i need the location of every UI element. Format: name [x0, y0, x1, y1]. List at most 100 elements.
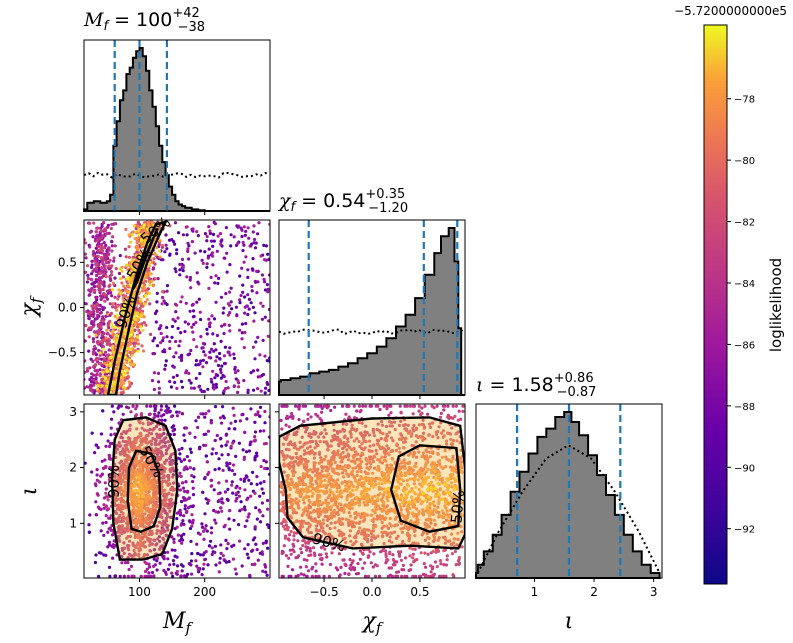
sample-point [197, 385, 201, 389]
sample-point [117, 441, 121, 445]
sample-point [119, 404, 123, 408]
sample-point [156, 451, 160, 455]
sample-point [214, 563, 218, 567]
sample-point [284, 437, 288, 441]
sample-point [199, 553, 203, 557]
sample-point [444, 574, 448, 578]
sample-point [280, 551, 284, 556]
sample-point [209, 239, 214, 243]
sample-point [217, 570, 221, 574]
sample-point [266, 334, 270, 338]
sample-point [299, 572, 303, 576]
sample-point [424, 565, 428, 569]
sample-point [213, 550, 217, 555]
sample-point [122, 468, 126, 472]
sample-point [314, 412, 318, 416]
sample-point [232, 543, 236, 547]
sample-point [164, 458, 169, 462]
sample-point [207, 322, 211, 326]
sample-point [210, 251, 215, 255]
sample-point [252, 388, 256, 392]
sample-point [143, 520, 147, 524]
sample-point [123, 247, 128, 251]
sample-point [112, 259, 116, 263]
sample-point [92, 281, 96, 285]
sample-point [141, 494, 145, 498]
sample-point [219, 370, 223, 375]
sample-point [195, 271, 199, 275]
sample-point [120, 432, 124, 436]
sample-point [107, 248, 111, 252]
sample-point [261, 372, 266, 377]
sample-point [106, 530, 110, 534]
sample-point [243, 508, 247, 512]
sample-point [145, 404, 149, 408]
sample-point [305, 558, 309, 562]
sample-point [236, 390, 240, 394]
sample-point [137, 446, 142, 450]
sample-point [229, 244, 233, 248]
sample-point [344, 442, 348, 446]
sample-point [301, 404, 305, 408]
sample-point [141, 422, 145, 426]
sample-point [181, 519, 185, 523]
sample-point [305, 426, 309, 430]
sample-point [406, 423, 410, 427]
sample-point [115, 487, 120, 491]
sample-point [161, 339, 165, 343]
sample-point [168, 468, 172, 472]
sample-point [160, 418, 164, 422]
sample-point [456, 559, 461, 563]
sample-point [226, 302, 231, 306]
sample-point [181, 538, 185, 542]
sample-point [130, 353, 134, 357]
sample-point [145, 553, 149, 557]
sample-point [206, 387, 210, 391]
sample-point [220, 421, 224, 425]
sample-point [138, 233, 142, 237]
sample-point [186, 353, 190, 357]
sample-point [261, 338, 265, 342]
sample-point [439, 574, 443, 578]
sample-point [205, 265, 209, 269]
sample-point [180, 499, 184, 504]
sample-point [188, 447, 192, 451]
sample-point [87, 311, 91, 315]
sample-point [148, 543, 152, 547]
sample-point [121, 412, 125, 416]
sample-point [404, 556, 408, 560]
sample-point [256, 558, 260, 562]
sample-point [127, 544, 131, 548]
sample-point [116, 447, 120, 451]
sample-point [155, 432, 159, 436]
sample-point [168, 224, 172, 228]
sample-point [166, 528, 170, 532]
sample-point [237, 441, 241, 445]
sample-point [133, 508, 137, 512]
sample-point [262, 258, 267, 262]
sample-point [190, 524, 194, 528]
sample-point [131, 350, 135, 354]
sample-point [213, 468, 217, 472]
sample-point [155, 528, 159, 533]
sample-point [84, 256, 88, 260]
sample-point [175, 414, 179, 418]
sample-point [267, 319, 270, 323]
sample-point [134, 407, 138, 411]
sample-point [216, 492, 220, 496]
sample-point [253, 279, 257, 283]
sample-point [119, 503, 123, 507]
sample-point [200, 258, 204, 262]
sample-point [172, 562, 176, 566]
sample-point [113, 305, 118, 310]
sample-point [186, 490, 190, 494]
sample-point [217, 481, 221, 485]
sample-point [126, 522, 130, 526]
sample-point [174, 351, 178, 355]
sample-point [131, 543, 135, 547]
sample-point [437, 425, 441, 429]
sample-point [399, 550, 403, 554]
sample-point [111, 302, 115, 306]
sample-point [138, 482, 142, 486]
sample-point [179, 474, 183, 479]
